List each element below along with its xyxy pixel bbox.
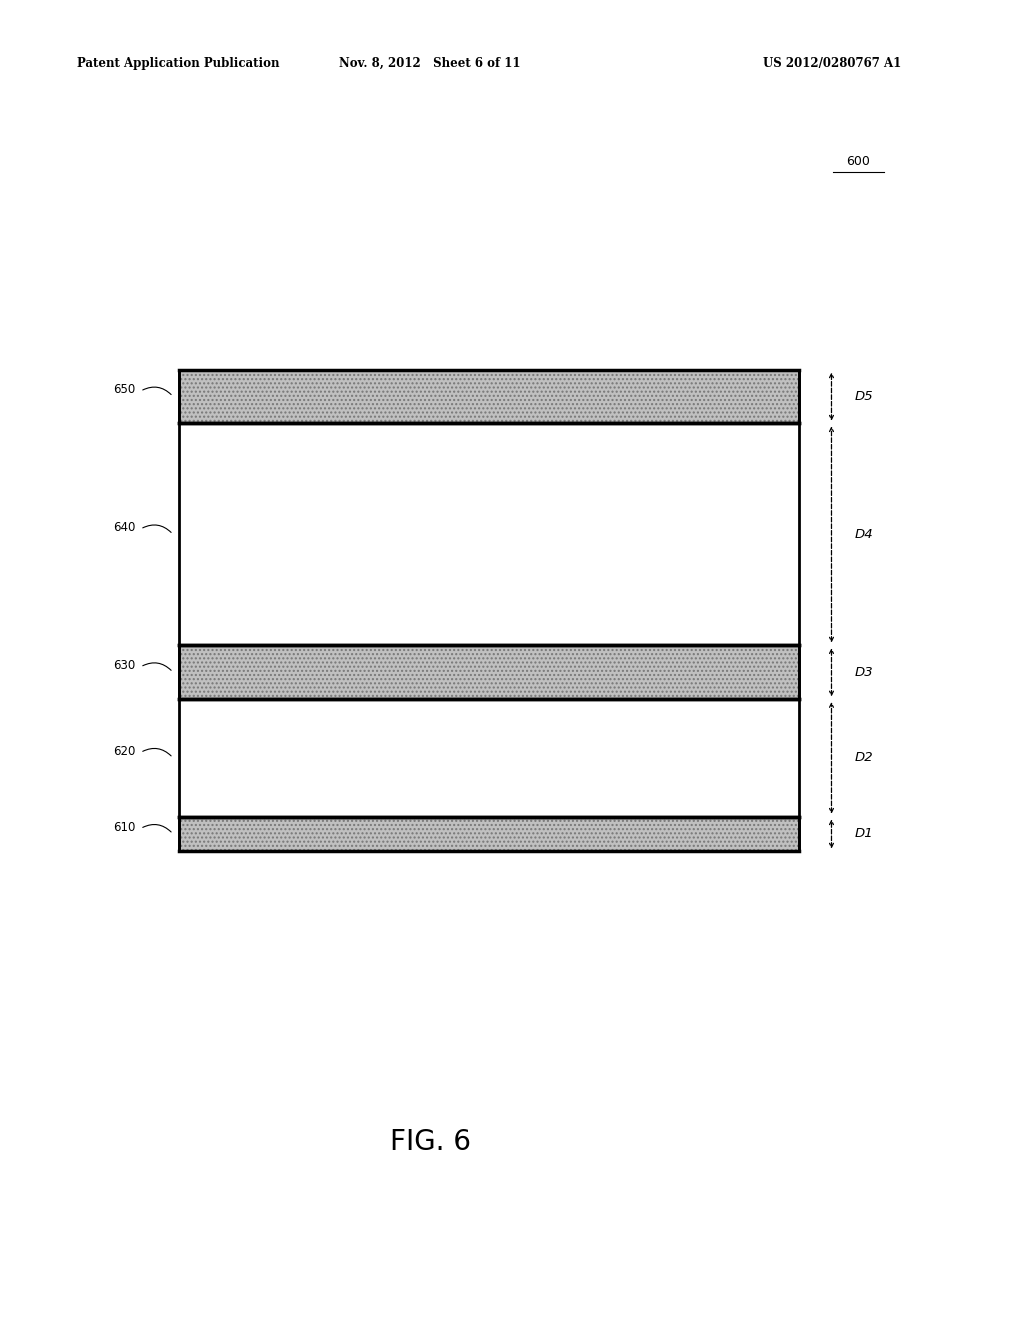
Text: 630: 630 [113,659,135,672]
Text: FIG. 6: FIG. 6 [389,1127,471,1156]
Bar [179,645,799,700]
Bar [179,370,799,424]
Text: D3: D3 [855,665,873,678]
Bar [179,370,799,424]
Text: D4: D4 [855,528,873,541]
Bar [179,817,799,851]
Text: D5: D5 [855,389,873,403]
Text: Nov. 8, 2012   Sheet 6 of 11: Nov. 8, 2012 Sheet 6 of 11 [339,57,521,70]
Text: D2: D2 [855,751,873,764]
Bar [179,370,799,424]
Text: US 2012/0280767 A1: US 2012/0280767 A1 [763,57,901,70]
Text: Patent Application Publication: Patent Application Publication [77,57,280,70]
Text: 640: 640 [113,521,135,535]
Bar [179,817,799,851]
Text: 620: 620 [113,744,135,758]
Bar [179,645,799,700]
Text: 650: 650 [113,383,135,396]
Text: 600: 600 [846,154,870,168]
Text: D1: D1 [855,828,873,841]
Bar [179,645,799,700]
Text: 610: 610 [113,821,135,834]
Bar [179,370,799,851]
Bar [179,817,799,851]
